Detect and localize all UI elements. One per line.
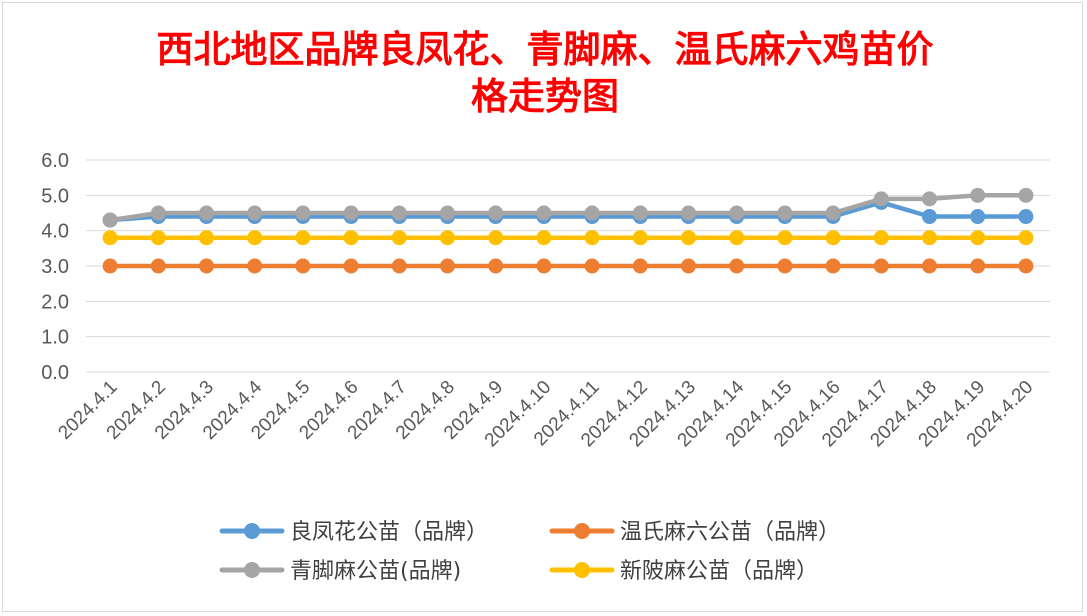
series-1	[102, 258, 1034, 274]
data-point	[873, 191, 889, 207]
gridlines	[86, 159, 1050, 373]
data-point	[536, 230, 552, 246]
data-point	[391, 205, 407, 221]
data-point	[343, 258, 359, 274]
y-tick-label: 0.0	[41, 362, 69, 384]
data-point	[102, 230, 118, 246]
data-point	[584, 258, 600, 274]
data-point	[777, 258, 793, 274]
data-point	[681, 258, 696, 274]
data-point	[681, 205, 696, 221]
data-point	[199, 205, 214, 221]
legend-item: 新陂麻公苗（品牌）	[549, 559, 818, 584]
data-point	[391, 230, 407, 246]
series-3	[102, 230, 1034, 246]
y-tick-label: 6.0	[41, 150, 69, 172]
data-point	[488, 230, 504, 246]
legend-swatch-marker	[574, 562, 590, 578]
legend: 良凤花公苗（品牌） 温氏麻六公苗（品牌） 青脚麻公苗(品牌) 新陂麻公苗（品牌）	[219, 520, 840, 584]
data-point	[102, 258, 118, 274]
data-point	[391, 258, 407, 274]
data-point	[199, 230, 214, 246]
legend-swatch-marker	[244, 523, 260, 539]
series-line	[107, 200, 1029, 223]
data-point	[970, 230, 986, 246]
data-point	[247, 230, 263, 246]
data-point	[1018, 230, 1034, 246]
legend-label: 良凤花公苗（品牌）	[290, 520, 488, 545]
data-point	[247, 205, 263, 221]
data-point	[343, 205, 359, 221]
data-point	[150, 205, 166, 221]
legend-item: 良凤花公苗（品牌）	[219, 520, 488, 545]
data-point	[825, 258, 841, 274]
data-point	[632, 258, 648, 274]
data-point	[922, 258, 937, 274]
data-point	[584, 205, 600, 221]
data-point	[729, 230, 745, 246]
data-point	[729, 205, 745, 221]
data-point	[922, 191, 937, 207]
data-point	[440, 258, 455, 274]
data-point	[777, 230, 793, 246]
y-tick-label: 1.0	[41, 327, 69, 349]
data-point	[150, 258, 166, 274]
data-point	[1018, 209, 1034, 225]
data-point	[536, 205, 552, 221]
data-point	[970, 209, 986, 225]
data-point	[199, 258, 214, 274]
data-point	[681, 230, 696, 246]
data-point	[970, 187, 986, 203]
y-axis-tick-labels: 0.0 1.0 2.0 3.0 4.0 5.0 6.0	[41, 150, 69, 384]
series-line	[107, 193, 1029, 223]
data-point	[536, 258, 552, 274]
series-lines	[102, 187, 1034, 274]
data-point	[873, 258, 889, 274]
legend-label: 温氏麻六公苗（品牌）	[620, 520, 840, 545]
legend-swatch-marker	[244, 562, 260, 578]
data-point	[922, 209, 937, 225]
data-point	[440, 230, 455, 246]
legend-label: 新陂麻公苗（品牌）	[620, 559, 818, 584]
data-point	[488, 258, 504, 274]
y-tick-label: 4.0	[41, 221, 69, 243]
data-point	[150, 230, 166, 246]
data-point	[584, 230, 600, 246]
data-point	[343, 230, 359, 246]
chart-title-line-1: 西北地区品牌良凤花、青脚麻、温氏麻六鸡苗价	[157, 27, 934, 71]
data-point	[295, 258, 311, 274]
y-tick-label: 2.0	[41, 291, 69, 313]
data-point	[873, 230, 889, 246]
legend-swatch-marker	[574, 523, 590, 539]
data-point	[295, 230, 311, 246]
data-point	[729, 258, 745, 274]
series-2	[102, 187, 1034, 228]
data-point	[295, 205, 311, 221]
data-point	[247, 258, 263, 274]
y-tick-label: 3.0	[41, 256, 69, 278]
data-point	[632, 230, 648, 246]
data-point	[488, 205, 504, 221]
data-point	[777, 205, 793, 221]
x-axis-tick-labels: 2024.4.12024.4.22024.4.32024.4.42024.4.5…	[54, 376, 1037, 451]
data-point	[1018, 258, 1034, 274]
data-point	[922, 230, 937, 246]
data-point	[632, 205, 648, 221]
legend-label: 青脚麻公苗(品牌)	[290, 559, 461, 584]
chart-title-line-2: 格走势图	[471, 74, 619, 118]
legend-item: 青脚麻公苗(品牌)	[219, 559, 461, 584]
data-point	[825, 205, 841, 221]
data-point	[825, 230, 841, 246]
data-point	[1018, 187, 1034, 203]
data-point	[970, 258, 986, 274]
data-point	[102, 212, 118, 228]
legend-item: 温氏麻六公苗（品牌）	[549, 520, 840, 545]
y-tick-label: 5.0	[41, 185, 69, 207]
data-point	[440, 205, 455, 221]
